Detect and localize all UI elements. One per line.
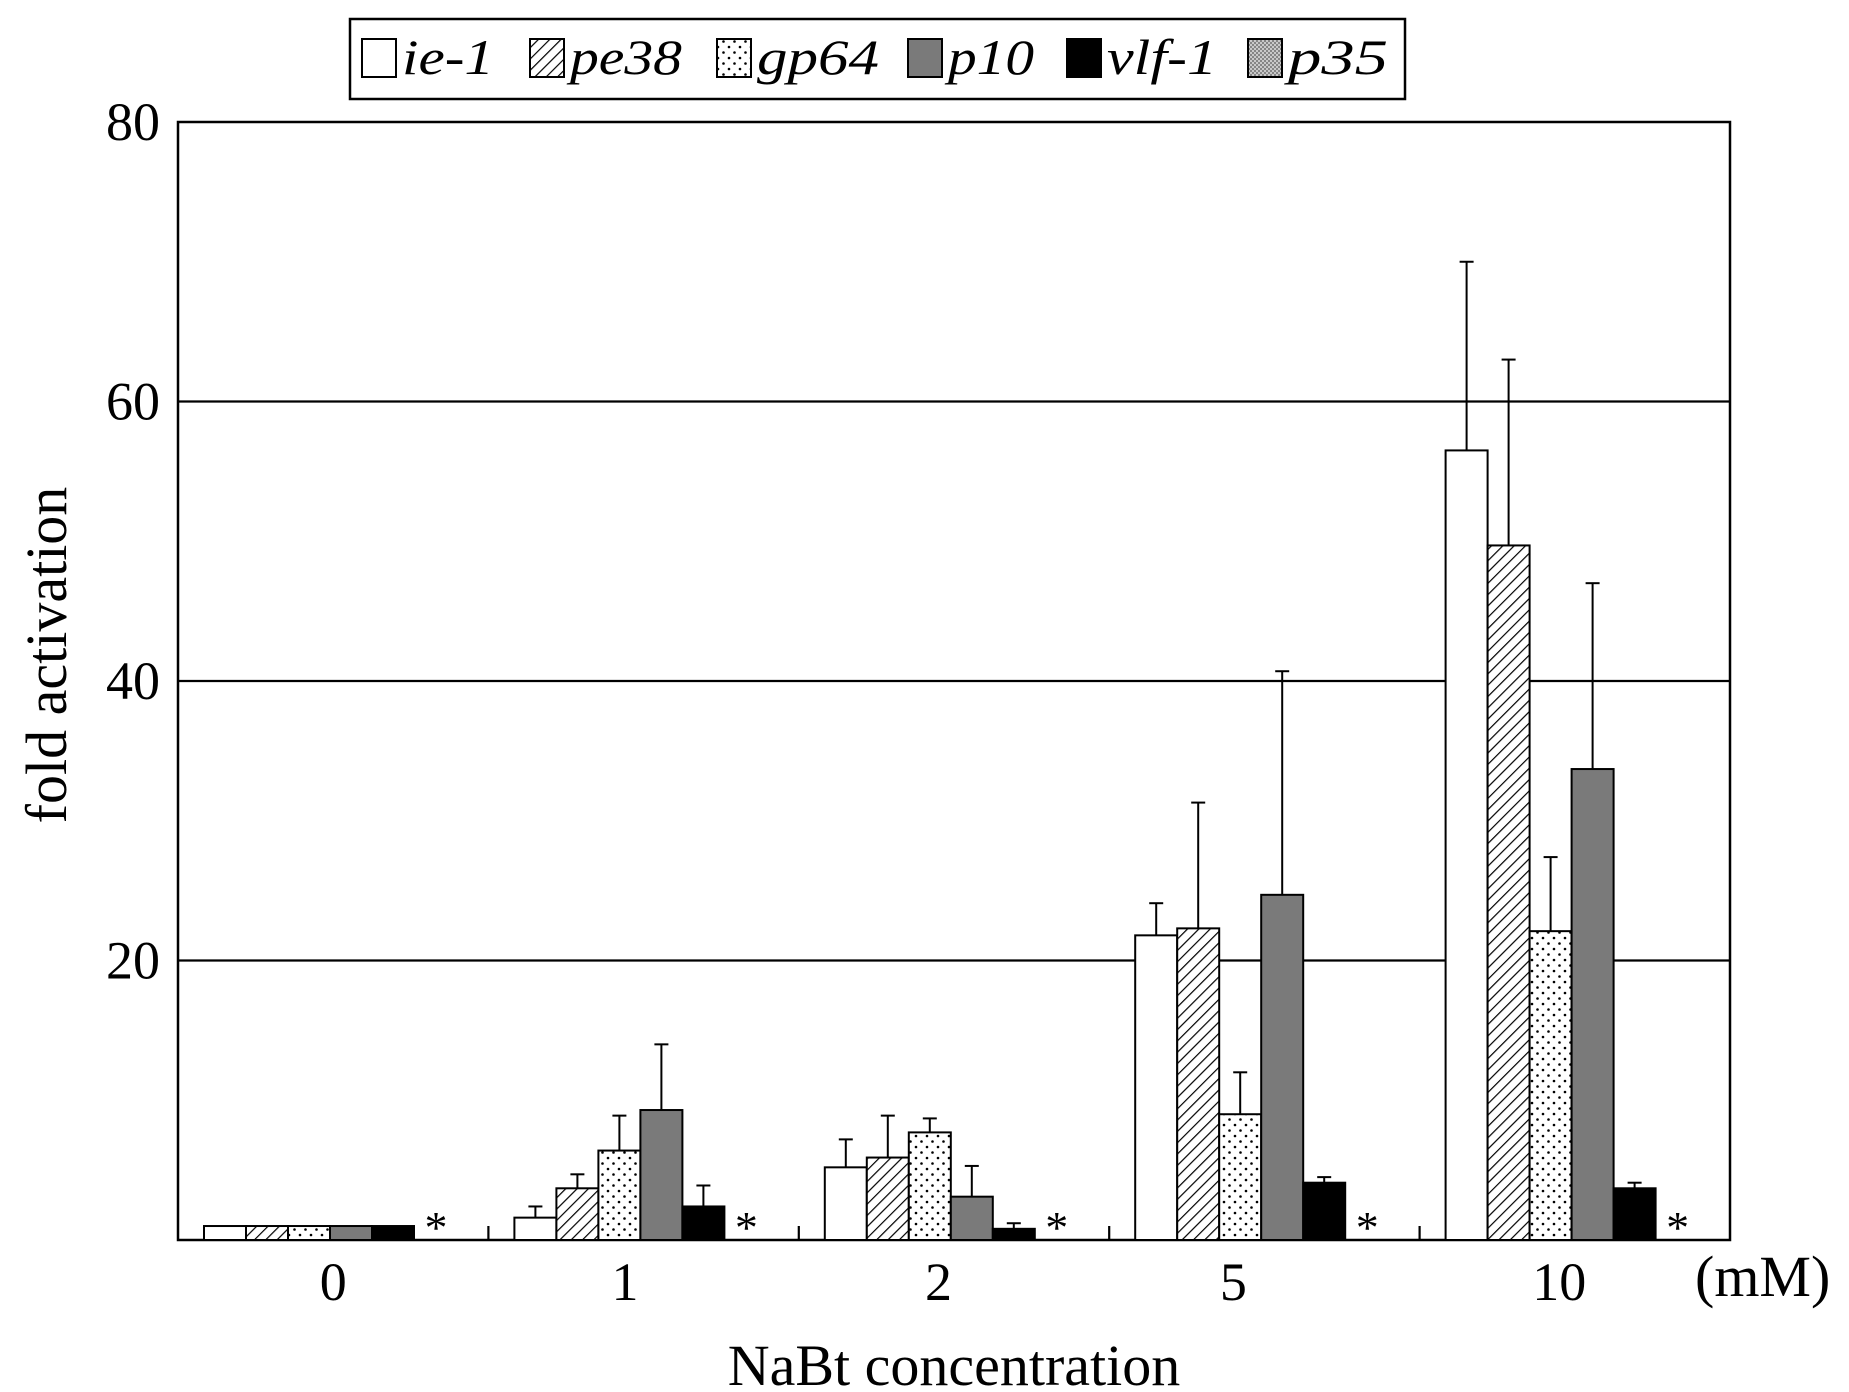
y-tick-labels: 20 40 60 80 <box>106 92 160 991</box>
legend-swatch-p35 <box>1247 38 1283 78</box>
legend-swatch-vlf-1 <box>1066 38 1102 78</box>
bar-gp64-2 <box>907 1131 952 1241</box>
annotation-asterisk: * <box>1356 1202 1379 1253</box>
x-tick-label: 10 <box>1532 1252 1586 1312</box>
y-tick-label: 60 <box>106 372 160 432</box>
legend-label-ie-1: ie-1 <box>402 29 494 85</box>
legend: ie-1 pe38 gp64 p10 vlf-1 p35 <box>348 17 1407 101</box>
legend-label-vlf-1: vlf-1 <box>1107 29 1217 85</box>
plot-area: * * * * * <box>176 120 1732 1253</box>
legend-label-pe38: pe38 <box>567 29 682 85</box>
y-tick-label: 40 <box>106 651 160 711</box>
bar-pe38-2 <box>865 1156 910 1241</box>
y-tick-label: 20 <box>106 931 160 991</box>
bar-p10-5 <box>1260 893 1305 1241</box>
x-tick-label: 0 <box>320 1252 347 1312</box>
bar-gp64-1 <box>597 1149 642 1242</box>
annotation-asterisk: * <box>425 1202 448 1253</box>
bar-vlf-1-10 <box>1612 1187 1657 1241</box>
bar-ie-1-5 <box>1134 934 1179 1241</box>
y-tick-label: 80 <box>106 92 160 152</box>
bar-vlf-1-5 <box>1302 1181 1347 1242</box>
legend-label-p10: p10 <box>945 29 1034 85</box>
bar-ie-1-2 <box>823 1166 868 1241</box>
annotation-asterisk: * <box>1045 1202 1068 1253</box>
x-tick-label: 5 <box>1220 1252 1247 1312</box>
y-axis-title: fold activation <box>14 487 79 824</box>
bar-p10-0 <box>329 1225 373 1242</box>
bar-p10-1 <box>639 1109 684 1241</box>
legend-box <box>348 17 1407 101</box>
bar-pe38-5 <box>1176 927 1221 1241</box>
bar-pe38-10 <box>1486 544 1531 1241</box>
bar-ie-1-0 <box>203 1225 247 1242</box>
bar-vlf-1-2 <box>991 1227 1036 1241</box>
bar-vlf-1-1 <box>681 1205 726 1241</box>
legend-swatch-ie-1 <box>361 38 397 78</box>
annotation-asterisk: * <box>735 1202 758 1253</box>
bar-p10-10 <box>1570 768 1615 1241</box>
x-tick-label: 2 <box>925 1252 952 1312</box>
bar-pe38-0 <box>245 1225 289 1242</box>
legend-swatch-p10 <box>907 38 943 78</box>
legend-label-gp64: gp64 <box>757 29 879 85</box>
x-tick-labels: 0 1 2 5 10 <box>320 1252 1587 1312</box>
x-unit-label: (mM) <box>1695 1244 1830 1309</box>
bar-p10-2 <box>949 1195 994 1241</box>
bar-gp64-0 <box>287 1225 331 1242</box>
legend-swatch-pe38 <box>529 38 565 78</box>
x-tick-label: 1 <box>611 1252 638 1312</box>
x-axis-title: NaBt concentration <box>728 1333 1181 1392</box>
annotation-asterisk: * <box>1666 1202 1689 1253</box>
bar-ie-1-10 <box>1444 449 1489 1242</box>
bar-gp64-5 <box>1218 1113 1263 1241</box>
bar-ie-1-1 <box>513 1216 558 1242</box>
bar-gp64-10 <box>1528 930 1573 1242</box>
bar-vlf-1-0 <box>371 1225 415 1242</box>
legend-label-p35: p35 <box>1284 29 1388 85</box>
legend-swatch-gp64 <box>716 38 752 78</box>
bars: * * * * * <box>203 260 1689 1253</box>
bar-pe38-1 <box>555 1187 600 1241</box>
